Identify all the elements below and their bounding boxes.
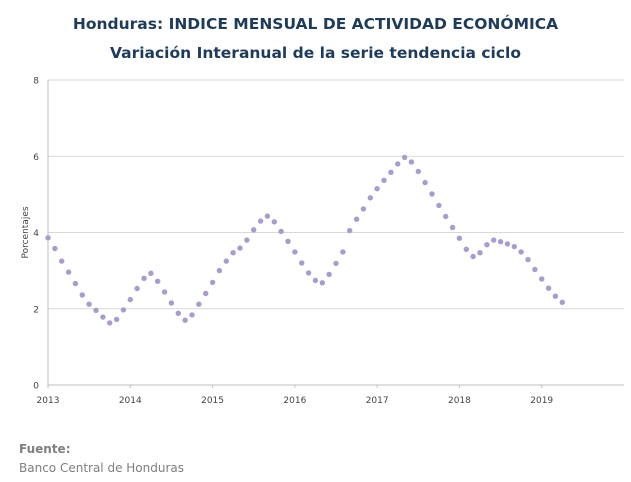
data-point bbox=[559, 299, 565, 305]
data-point bbox=[449, 224, 456, 231]
data-point bbox=[120, 307, 127, 313]
data-point bbox=[113, 316, 120, 323]
data-point bbox=[395, 161, 401, 167]
data-point bbox=[340, 249, 346, 255]
data-point bbox=[484, 242, 490, 248]
chart-subtitle: Variación Interanual de la serie tendenc… bbox=[109, 44, 522, 62]
data-point bbox=[244, 237, 250, 243]
data-point bbox=[518, 249, 524, 255]
data-point bbox=[333, 260, 339, 267]
data-point bbox=[257, 218, 264, 224]
data-point bbox=[463, 246, 469, 252]
y-tick-label: 2 bbox=[33, 305, 39, 315]
data-point bbox=[545, 285, 552, 291]
data-point bbox=[285, 238, 291, 244]
data-point bbox=[401, 154, 408, 161]
data-point bbox=[539, 276, 545, 282]
data-point bbox=[525, 256, 531, 263]
data-point bbox=[532, 266, 538, 273]
data-point bbox=[251, 227, 257, 233]
data-point bbox=[100, 314, 106, 320]
data-point bbox=[168, 300, 175, 306]
data-point bbox=[299, 260, 305, 266]
data-point bbox=[45, 235, 51, 241]
data-point bbox=[278, 228, 284, 235]
chart-area: 0 2 4 6 8 2013 2014 2015 2016 2017 2018 2019 Porcent… bbox=[21, 77, 624, 406]
x-tick-label: 2013 bbox=[37, 396, 60, 406]
data-point bbox=[312, 277, 319, 284]
data-point bbox=[367, 195, 373, 201]
data-point bbox=[504, 241, 511, 247]
chart-title: Honduras: INDICE MENSUAL DE ACTIVIDAD EC… bbox=[72, 15, 559, 33]
data-point bbox=[347, 227, 353, 234]
x-tick-label: 2017 bbox=[366, 396, 389, 406]
data-point bbox=[107, 320, 113, 326]
data-point bbox=[271, 219, 277, 225]
data-point bbox=[209, 279, 216, 286]
data-point bbox=[381, 177, 387, 183]
data-point bbox=[203, 290, 209, 297]
data-point bbox=[161, 289, 168, 295]
y-tick-label: 0 bbox=[33, 382, 39, 392]
data-point bbox=[497, 239, 504, 245]
y-axis-title: Porcentajes bbox=[21, 206, 31, 258]
data-point bbox=[422, 179, 428, 186]
data-point bbox=[477, 250, 483, 256]
data-point bbox=[456, 235, 463, 241]
data-point bbox=[470, 253, 476, 260]
y-tick-label: 8 bbox=[33, 77, 39, 87]
data-point bbox=[141, 275, 147, 281]
x-tick-label: 2015 bbox=[201, 396, 224, 406]
source-text: Banco Central de Honduras bbox=[19, 461, 184, 475]
data-point bbox=[223, 258, 229, 264]
data-point bbox=[134, 285, 140, 292]
data-point bbox=[408, 159, 415, 165]
data-point bbox=[72, 280, 79, 287]
data-point bbox=[127, 296, 133, 303]
data-point bbox=[388, 169, 394, 175]
y-tick-label: 4 bbox=[33, 229, 39, 239]
data-point bbox=[429, 191, 435, 197]
data-point bbox=[216, 267, 223, 274]
data-point bbox=[52, 245, 58, 252]
source-label: Fuente: bbox=[19, 442, 71, 456]
x-tick-label: 2019 bbox=[530, 396, 553, 406]
data-point bbox=[237, 245, 243, 251]
data-point bbox=[552, 293, 559, 299]
data-point bbox=[189, 312, 195, 318]
data-point bbox=[305, 270, 312, 276]
x-tick-label: 2014 bbox=[119, 396, 142, 406]
data-point bbox=[93, 307, 99, 313]
data-point bbox=[511, 243, 517, 250]
data-point bbox=[148, 270, 154, 276]
data-point bbox=[326, 271, 332, 278]
data-point bbox=[491, 237, 497, 243]
data-point bbox=[353, 216, 360, 222]
data-point bbox=[182, 317, 188, 323]
data-point bbox=[436, 202, 442, 209]
x-tick-label: 2016 bbox=[283, 396, 306, 406]
data-point bbox=[230, 250, 236, 256]
data-point bbox=[59, 258, 65, 264]
data-point bbox=[292, 249, 298, 255]
data-point bbox=[264, 213, 271, 219]
data-point bbox=[360, 206, 367, 212]
data-point bbox=[443, 213, 449, 220]
data-point bbox=[319, 280, 325, 286]
data-point bbox=[155, 278, 161, 284]
data-point bbox=[65, 269, 72, 275]
data-point bbox=[415, 168, 421, 175]
data-point bbox=[79, 292, 86, 298]
data-point bbox=[374, 186, 380, 192]
data-point bbox=[86, 301, 92, 307]
data-point bbox=[175, 310, 181, 316]
data-point bbox=[196, 301, 202, 307]
y-tick-label: 6 bbox=[33, 153, 39, 163]
x-tick-label: 2018 bbox=[448, 396, 471, 406]
